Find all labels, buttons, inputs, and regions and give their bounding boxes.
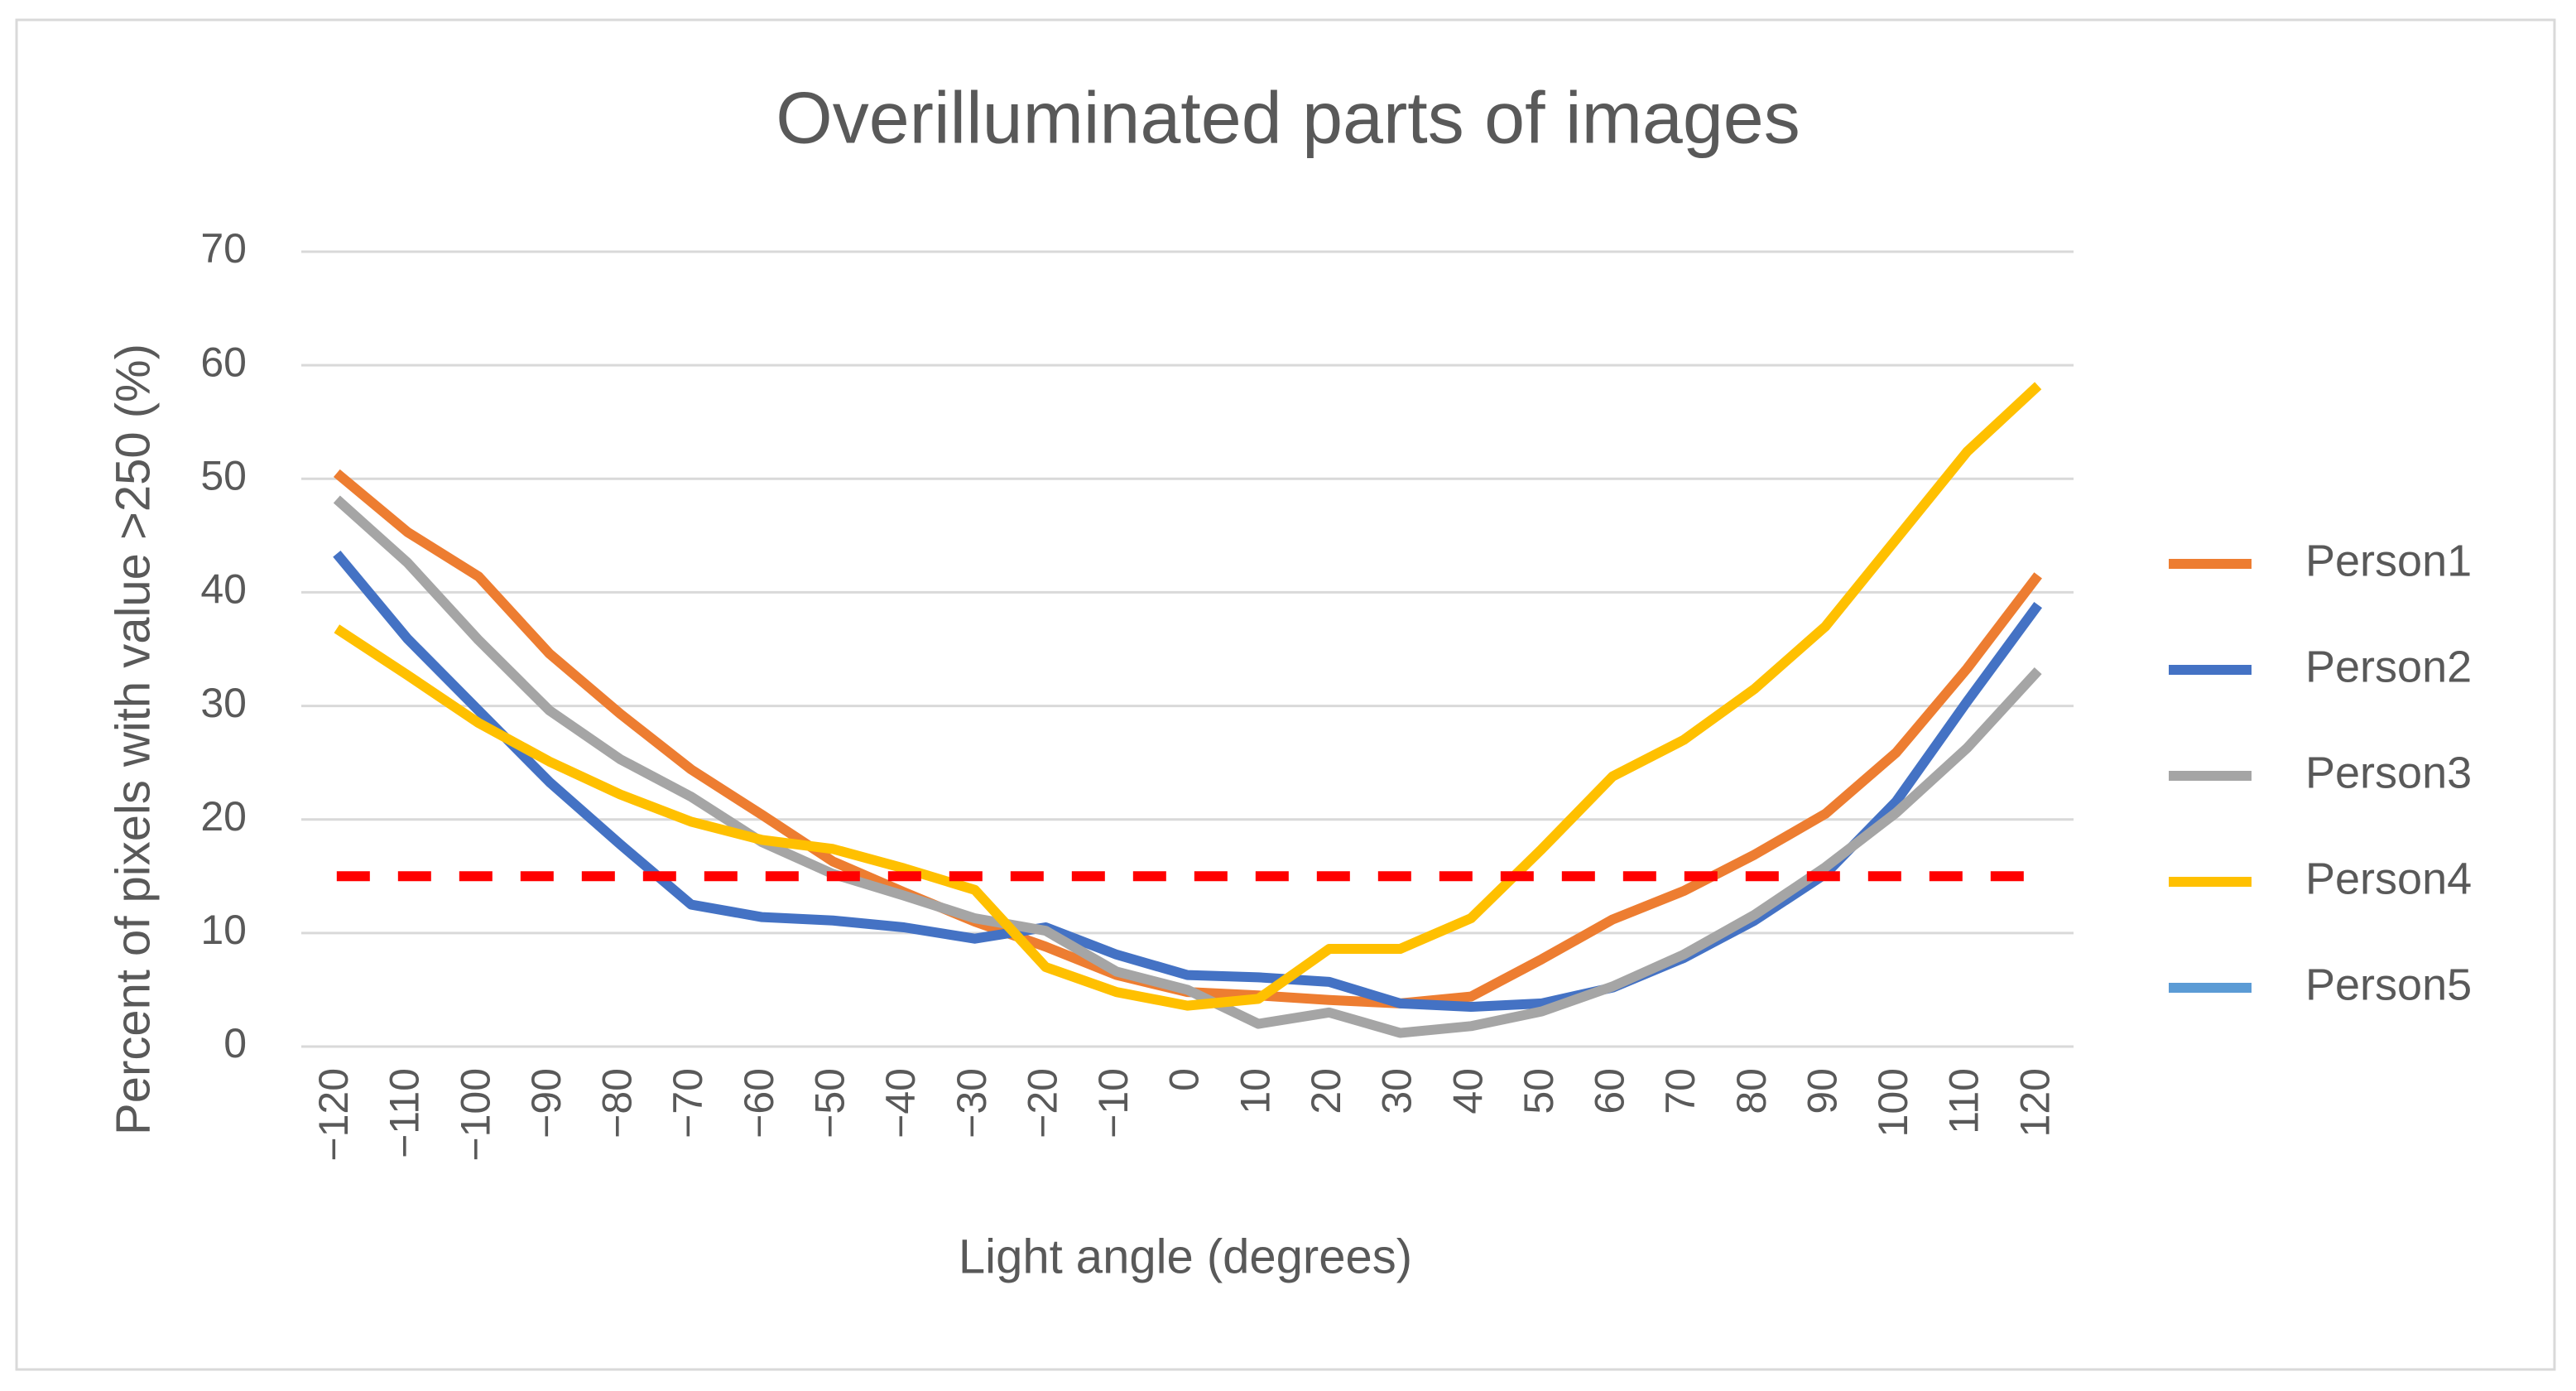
series-line bbox=[334, 382, 2042, 1011]
x-tick-label: −20 bbox=[1019, 1068, 1065, 1138]
y-tick-label: 30 bbox=[200, 680, 247, 726]
x-tick-label: 60 bbox=[1587, 1068, 1633, 1114]
x-tick-label: −40 bbox=[877, 1068, 924, 1138]
x-tick-label: −10 bbox=[1090, 1068, 1137, 1138]
x-tick-label: 70 bbox=[1657, 1068, 1704, 1114]
x-tick-label: −80 bbox=[594, 1068, 641, 1138]
legend-label: Person3 bbox=[2305, 748, 2472, 797]
x-tick-label: −50 bbox=[807, 1068, 853, 1138]
x-tick-label: 120 bbox=[2011, 1068, 2058, 1137]
x-tick-label: 110 bbox=[1941, 1068, 1987, 1134]
x-tick-label: 90 bbox=[1799, 1068, 1845, 1114]
x-tick-label: 100 bbox=[1870, 1068, 1916, 1137]
legend-label: Person5 bbox=[2305, 960, 2472, 1009]
x-tick-label: 80 bbox=[1728, 1068, 1775, 1114]
legend-label: Person4 bbox=[2305, 854, 2472, 903]
y-tick-label: 20 bbox=[200, 793, 247, 840]
x-tick-label: −60 bbox=[736, 1068, 782, 1138]
x-tick-label: 20 bbox=[1303, 1068, 1349, 1114]
x-tick-label: 10 bbox=[1232, 1068, 1278, 1114]
x-axis-title: Light angle (degrees) bbox=[959, 1230, 1412, 1283]
legend-label: Person2 bbox=[2305, 642, 2472, 691]
x-tick-label: −110 bbox=[382, 1068, 428, 1158]
x-tick-label: −120 bbox=[310, 1068, 357, 1162]
x-tick-label: 50 bbox=[1516, 1068, 1562, 1114]
y-tick-label: 70 bbox=[200, 225, 247, 272]
y-tick-label: 0 bbox=[223, 1020, 247, 1066]
x-tick-label: 0 bbox=[1161, 1068, 1208, 1091]
x-tick-label: −30 bbox=[949, 1068, 995, 1138]
y-tick-label: 40 bbox=[200, 566, 247, 613]
series-line bbox=[333, 495, 2042, 1038]
y-tick-label: 10 bbox=[200, 907, 247, 953]
y-axis-title: Percent of pixels with value >250 (%) bbox=[106, 344, 160, 1135]
x-tick-label: −100 bbox=[452, 1068, 498, 1162]
x-tick-label: 40 bbox=[1444, 1068, 1491, 1114]
legend-label: Person1 bbox=[2305, 536, 2472, 585]
x-tick-label: −70 bbox=[665, 1068, 711, 1138]
y-tick-label: 50 bbox=[200, 452, 247, 498]
x-tick-label: −90 bbox=[523, 1068, 570, 1138]
chart-border bbox=[15, 18, 2556, 1371]
x-tick-label: 30 bbox=[1374, 1068, 1420, 1114]
chart-title: Overilluminated parts of images bbox=[776, 76, 1800, 158]
y-tick-label: 60 bbox=[200, 339, 247, 385]
